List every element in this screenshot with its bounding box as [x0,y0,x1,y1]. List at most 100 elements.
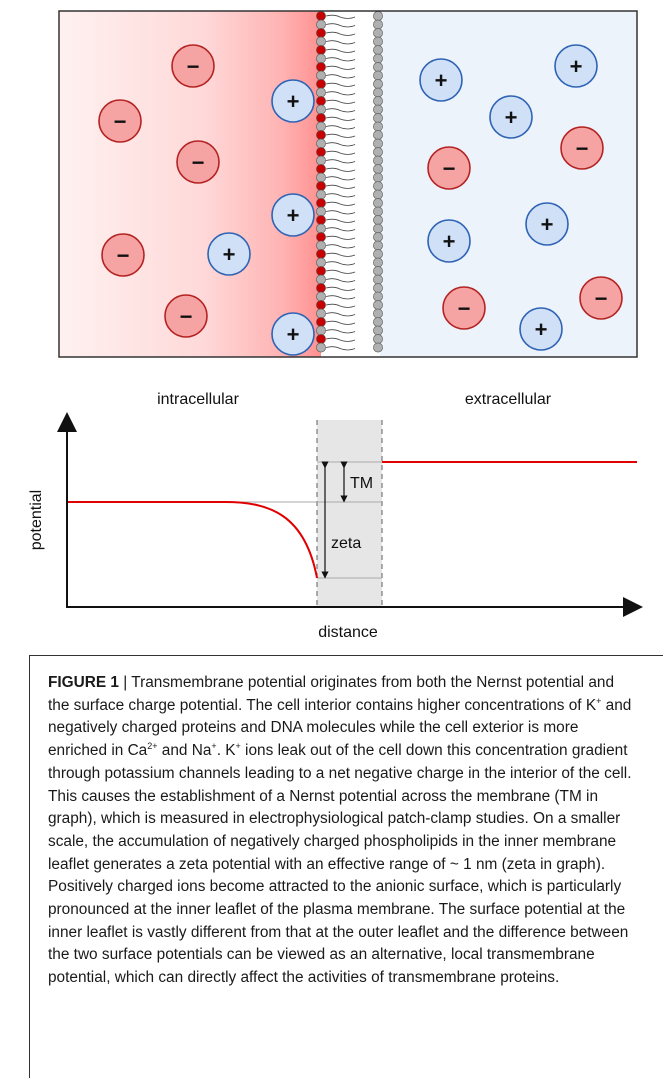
lipid-tail [325,99,356,104]
lipid-tail [325,57,356,62]
negative-ion [101,233,145,277]
caption-rule-top [29,655,663,656]
outer-lipid-head [373,53,383,64]
outer-lipid-head [373,266,383,276]
outer-lipid-head [373,291,383,302]
lipid-bilayer [316,11,383,353]
positive-ion [271,193,315,237]
inner-lipid-head [316,96,326,106]
lipid-tail [325,150,356,155]
outer-lipid-head [373,172,383,183]
inner-lipid-head [316,164,326,174]
caption-rule-left [29,655,30,1078]
lipid-tail [325,125,356,130]
plus-sign: + [287,89,300,114]
x-axis-label: distance [318,624,378,641]
inner-lipid-head [316,257,326,268]
inner-lipid-head [316,266,326,276]
plus-sign: + [287,322,300,347]
lipid-tail [325,193,356,198]
outer-lipid-head [373,198,383,208]
inner-lipid-head [316,308,326,319]
inner-lipid-head [316,317,326,327]
outer-lipid-head [373,70,383,81]
plus-sign: + [541,212,554,237]
lipid-tail [325,244,356,249]
caption-separator: | [118,674,132,691]
outer-lipid-head [373,28,383,38]
lipid-tail [325,82,356,87]
lipid-tail [325,235,356,240]
lipid-tail [325,31,356,36]
inner-lipid-head [316,11,326,21]
minus-sign: − [192,150,205,175]
inner-lipid-head [316,130,326,140]
outer-lipid-head [373,300,383,310]
inner-lipid-head [316,291,326,302]
positive-ion [554,44,598,88]
negative-ion [176,140,220,184]
inner-lipid-head [316,113,326,123]
outer-lipid-head [373,113,383,123]
plus-sign: + [443,229,456,254]
outer-lipid-head [373,206,383,217]
lipid-tail [325,278,356,283]
lipid-tail [325,303,356,308]
inner-lipid-head [316,283,326,293]
plus-sign: + [505,105,518,130]
minus-sign: − [576,136,589,161]
lipid-tail [325,329,356,334]
outer-lipid-head [373,130,383,140]
inner-lipid-head [316,223,326,234]
lipid-tail [325,23,356,28]
outer-lipid-head [373,87,383,98]
negative-ion [98,99,142,143]
lipid-tail [325,261,356,266]
inner-lipid-head [316,232,326,242]
minus-sign: − [458,296,471,321]
figure-caption: FIGURE 1 | Transmembrane potential origi… [48,672,638,990]
plus-sign: + [435,68,448,93]
caption-text-4: . K [216,742,236,760]
inner-lipid-head [316,138,326,149]
caption-text-1: Transmembrane potential originates from … [48,674,615,714]
lipid-tail [325,48,356,53]
inner-lipid-head [316,189,326,200]
outer-lipid-head [373,164,383,174]
diagram-frame [58,10,638,358]
outer-lipid-head [373,11,383,21]
inner-lipid-head [316,70,326,81]
lipid-tail [325,201,356,206]
positive-ion [271,312,315,356]
inner-lipid-head [316,53,326,64]
potential-curve-intracellular [68,501,318,579]
membrane-band [317,420,382,607]
inner-lipid-head [316,121,326,132]
inner-lipid-head [316,28,326,38]
inner-lipid-head [316,198,326,208]
outer-lipid-head [373,147,383,157]
minus-sign: − [114,109,127,134]
lipid-tail [325,252,356,257]
outer-lipid-head [373,96,383,106]
outer-lipid-head [373,181,383,191]
negative-ion [164,294,208,338]
outer-lipid-head [373,223,383,234]
inner-lipid-head [316,19,326,30]
lipid-tail [325,337,356,342]
lipid-tail [325,65,356,70]
inner-lipid-head [316,87,326,98]
inner-lipid-head [316,215,326,225]
lipid-tail [325,91,356,96]
positive-ion [489,95,533,139]
inner-lipid-head [316,240,326,251]
positive-ion [419,58,463,102]
outer-lipid-head [373,79,383,89]
intracellular-label: intracellular [157,391,239,408]
negative-ion [427,146,471,190]
outer-lipid-head [373,240,383,251]
zeta-label: zeta [331,535,361,552]
lipid-tail [325,74,356,79]
figure-illustration: − − − − − + + + + + + + − − + + − + − intracellular extrac… [28,10,643,641]
positive-ion [207,232,251,276]
